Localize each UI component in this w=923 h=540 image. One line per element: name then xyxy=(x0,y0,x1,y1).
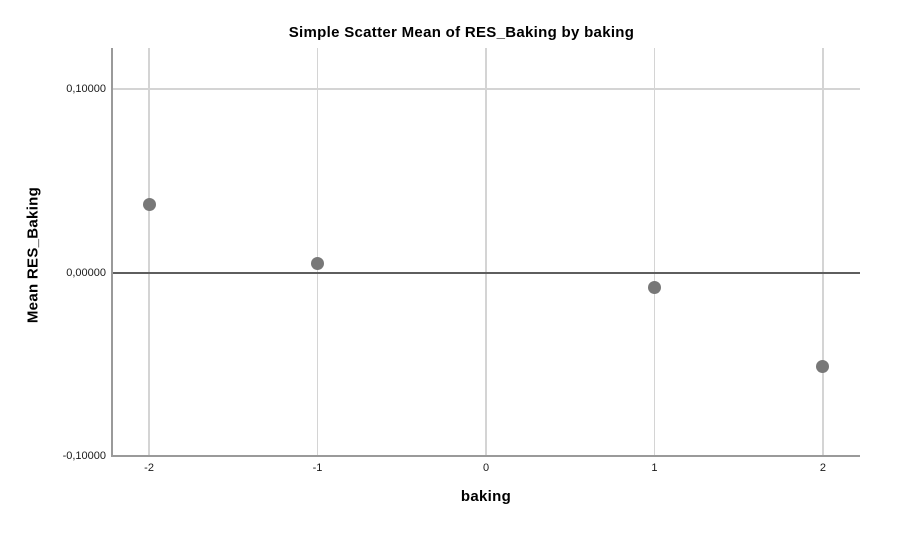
gridline-vertical xyxy=(822,48,824,456)
gridline-vertical xyxy=(653,48,656,456)
data-point xyxy=(816,359,830,373)
y-axis-title: Mean RES_Baking xyxy=(24,186,42,324)
data-point xyxy=(311,256,325,270)
data-point xyxy=(647,280,661,294)
x-tick-label: 0 xyxy=(482,462,490,474)
y-tick-label: 0,00000 xyxy=(66,266,106,279)
gridline-horizontal xyxy=(112,88,860,90)
x-axis-title: baking xyxy=(460,488,512,505)
chart-title: Simple Scatter Mean of RES_Baking by bak… xyxy=(288,24,635,41)
x-tick-label: 1 xyxy=(651,462,658,474)
y-tick-label: 0,10000 xyxy=(66,83,106,96)
x-axis-line xyxy=(111,455,860,457)
plot-area: -2 -1 0 1 2 0,10000 0,00000 -0,10000 xyxy=(63,48,860,474)
data-point xyxy=(142,198,156,212)
gridline-vertical xyxy=(485,48,487,456)
x-tick-label: -2 xyxy=(144,462,154,474)
y-axis-line xyxy=(111,48,113,457)
x-tick-label: 2 xyxy=(819,462,826,474)
zero-reference-line xyxy=(112,271,860,274)
gridline-vertical xyxy=(148,48,150,456)
x-tick-label: -1 xyxy=(312,462,323,474)
gridline-vertical xyxy=(316,48,319,456)
y-tick-label: -0,10000 xyxy=(62,450,106,462)
